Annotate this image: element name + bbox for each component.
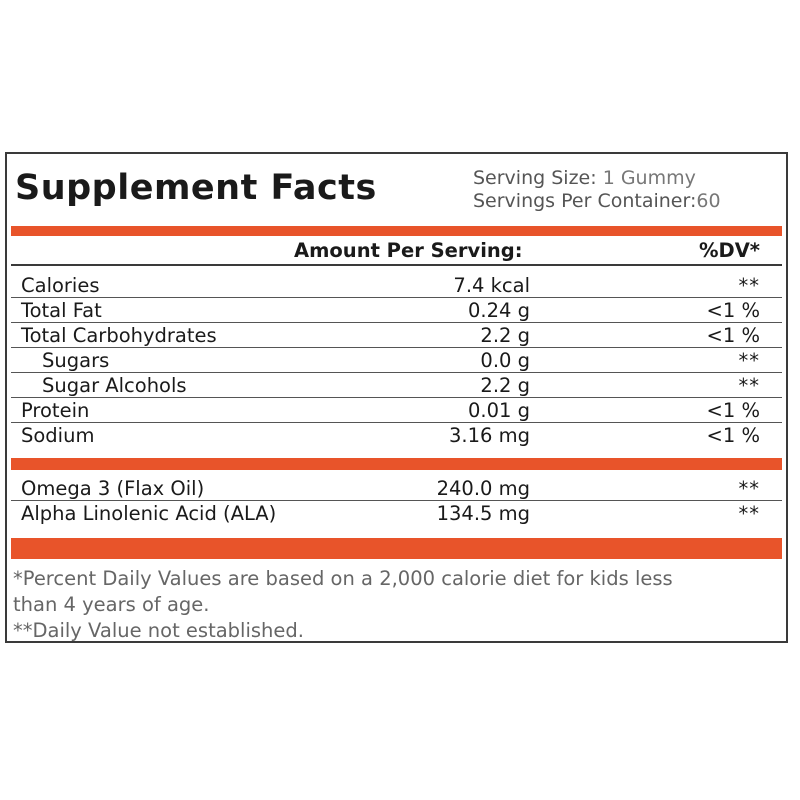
nutrient-dv: ** (738, 274, 760, 297)
ingredient-amount: 240.0 mg (436, 477, 530, 500)
ingredient-row-omega-3: Omega 3 (Flax Oil) 240.0 mg ** (11, 476, 782, 501)
nutrient-dv: ** (738, 349, 760, 372)
nutrient-name: Protein (21, 399, 90, 422)
accent-bar-bottom (11, 538, 782, 559)
ingredient-rows: Omega 3 (Flax Oil) 240.0 mg ** Alpha Lin… (11, 476, 782, 526)
nutrient-row-sugars: Sugars 0.0 g ** (11, 348, 782, 373)
nutrient-dv: ** (738, 374, 760, 397)
accent-bar-top (11, 226, 782, 236)
nutrient-row-sugar-alcohols: Sugar Alcohols 2.2 g ** (11, 373, 782, 398)
footnote-not-established: **Daily Value not established. (13, 619, 304, 642)
nutrient-dv: <1 % (706, 399, 760, 422)
supplement-facts-panel: Supplement Facts Serving Size: 1 Gummy S… (5, 152, 788, 643)
nutrient-row-sodium: Sodium 3.16 mg <1 % (11, 423, 782, 448)
nutrient-dv: <1 % (706, 299, 760, 322)
nutrient-amount: 0.0 g (480, 349, 530, 372)
footnotes: *Percent Daily Values are based on a 2,0… (13, 566, 783, 644)
nutrient-rows: Calories 7.4 kcal ** Total Fat 0.24 g <1… (11, 273, 782, 448)
nutrient-name: Sugar Alcohols (42, 374, 187, 397)
serving-size-value: 1 Gummy (602, 167, 696, 189)
nutrient-dv: <1 % (706, 424, 760, 447)
nutrient-row-total-carbohydrates: Total Carbohydrates 2.2 g <1 % (11, 323, 782, 348)
nutrient-row-total-fat: Total Fat 0.24 g <1 % (11, 298, 782, 323)
column-header: Amount Per Serving: %DV* (11, 236, 782, 266)
servings-per-container-value: 60 (696, 190, 721, 212)
nutrient-amount: 3.16 mg (449, 424, 530, 447)
ingredient-name: Omega 3 (Flax Oil) (21, 477, 205, 500)
nutrient-name: Sugars (42, 349, 110, 372)
nutrient-name: Total Fat (21, 299, 102, 322)
serving-info: Serving Size: 1 Gummy Servings Per Conta… (473, 167, 721, 213)
ingredient-row-ala: Alpha Linolenic Acid (ALA) 134.5 mg ** (11, 501, 782, 526)
nutrient-name: Calories (21, 274, 100, 297)
ingredient-dv: ** (738, 477, 760, 500)
serving-size-label: Serving Size: (473, 167, 597, 189)
nutrient-amount: 0.24 g (468, 299, 530, 322)
servings-per-container-line: Servings Per Container:60 (473, 190, 721, 213)
ingredient-name: Alpha Linolenic Acid (ALA) (21, 502, 277, 525)
servings-per-container-label: Servings Per Container: (473, 190, 697, 212)
nutrient-row-protein: Protein 0.01 g <1 % (11, 398, 782, 423)
nutrient-amount: 0.01 g (468, 399, 530, 422)
ingredient-dv: ** (738, 502, 760, 525)
accent-bar-middle (11, 458, 782, 470)
nutrient-amount: 2.2 g (480, 374, 530, 397)
nutrient-amount: 2.2 g (480, 324, 530, 347)
amount-per-serving-header: Amount Per Serving: (294, 239, 523, 262)
footnote-daily-values: *Percent Daily Values are based on a 2,0… (13, 567, 673, 590)
panel-title: Supplement Facts (15, 168, 377, 208)
nutrient-name: Total Carbohydrates (21, 324, 217, 347)
nutrient-amount: 7.4 kcal (453, 274, 530, 297)
nutrient-name: Sodium (21, 424, 95, 447)
footnote-daily-values-continued: than 4 years of age. (13, 593, 210, 616)
daily-value-header: %DV* (698, 239, 760, 262)
serving-size-line: Serving Size: 1 Gummy (473, 167, 721, 190)
ingredient-amount: 134.5 mg (436, 502, 530, 525)
nutrient-row-calories: Calories 7.4 kcal ** (11, 273, 782, 298)
nutrient-dv: <1 % (706, 324, 760, 347)
